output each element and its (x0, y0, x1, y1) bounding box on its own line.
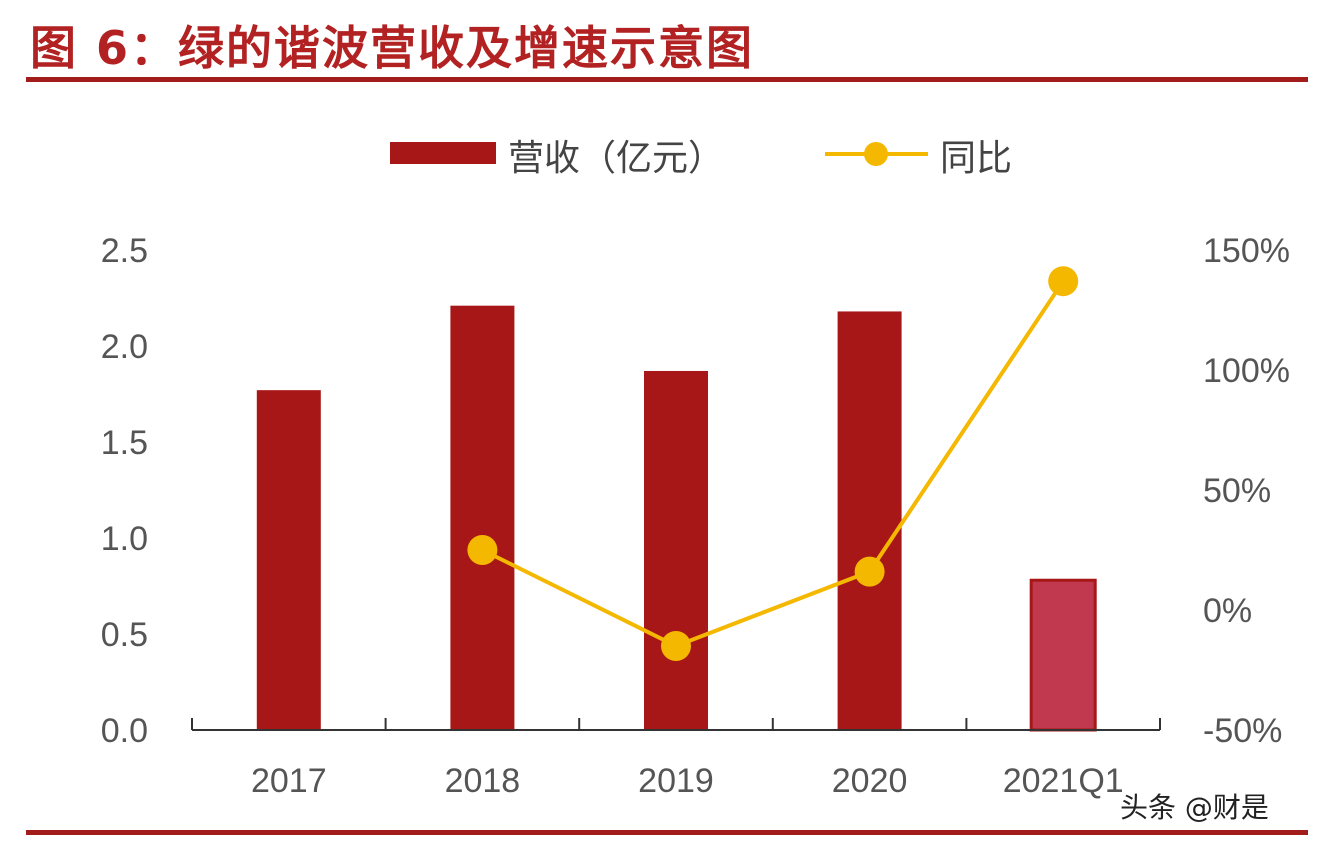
line-point-2020 (854, 556, 885, 587)
right-tick-label: -50% (1203, 712, 1282, 750)
left-tick-label: 1.5 (101, 424, 148, 462)
bar-2021Q1 (1029, 578, 1097, 732)
watermark: 头条 @财是 (1120, 791, 1269, 824)
x-tick-label: 2021Q1 (1003, 762, 1124, 800)
right-tick-label: 0% (1203, 592, 1252, 630)
left-axis: 0.0 0.5 1.0 1.5 2.0 2.5 (101, 232, 148, 750)
right-tick-label: 100% (1203, 352, 1290, 390)
bottom-divider (26, 830, 1308, 835)
x-tick-label: 2018 (445, 762, 521, 800)
legend-marker-line (864, 142, 888, 166)
left-tick-label: 0.0 (101, 712, 148, 750)
bar-2017 (256, 390, 321, 730)
bar-series (256, 305, 1097, 732)
left-tick-label: 2.5 (101, 232, 148, 270)
x-tick-label: 2017 (251, 762, 327, 800)
x-tick-label: 2019 (638, 762, 714, 800)
bar-2020 (837, 311, 902, 730)
line-point-2018 (467, 535, 498, 565)
right-axis: -50% 0% 50% 100% 150% (1203, 232, 1290, 750)
x-tick-label: 2020 (832, 762, 908, 800)
title-divider (26, 77, 1308, 82)
chart-title: 图 6：绿的谐波营收及增速示意图 (30, 21, 755, 75)
legend-label-line: 同比 (940, 138, 1012, 179)
line-point-2019 (661, 631, 691, 661)
line-point-2021Q1 (1048, 266, 1079, 297)
line-series (467, 266, 1079, 661)
line-path (481, 280, 1065, 649)
left-tick-label: 0.5 (101, 616, 148, 654)
bar-2018 (450, 305, 515, 730)
right-tick-label: 50% (1203, 472, 1271, 510)
legend: 营收（亿元） 同比 (390, 138, 1012, 179)
bar-2019 (644, 370, 708, 730)
left-tick-label: 1.0 (101, 520, 148, 558)
left-tick-label: 2.0 (101, 328, 148, 366)
right-tick-label: 150% (1203, 232, 1290, 270)
legend-label-revenue: 营收（亿元） (508, 138, 724, 179)
legend-swatch-revenue (390, 142, 496, 164)
x-axis: 2017 2018 2019 2020 2021Q1 (191, 718, 1161, 800)
